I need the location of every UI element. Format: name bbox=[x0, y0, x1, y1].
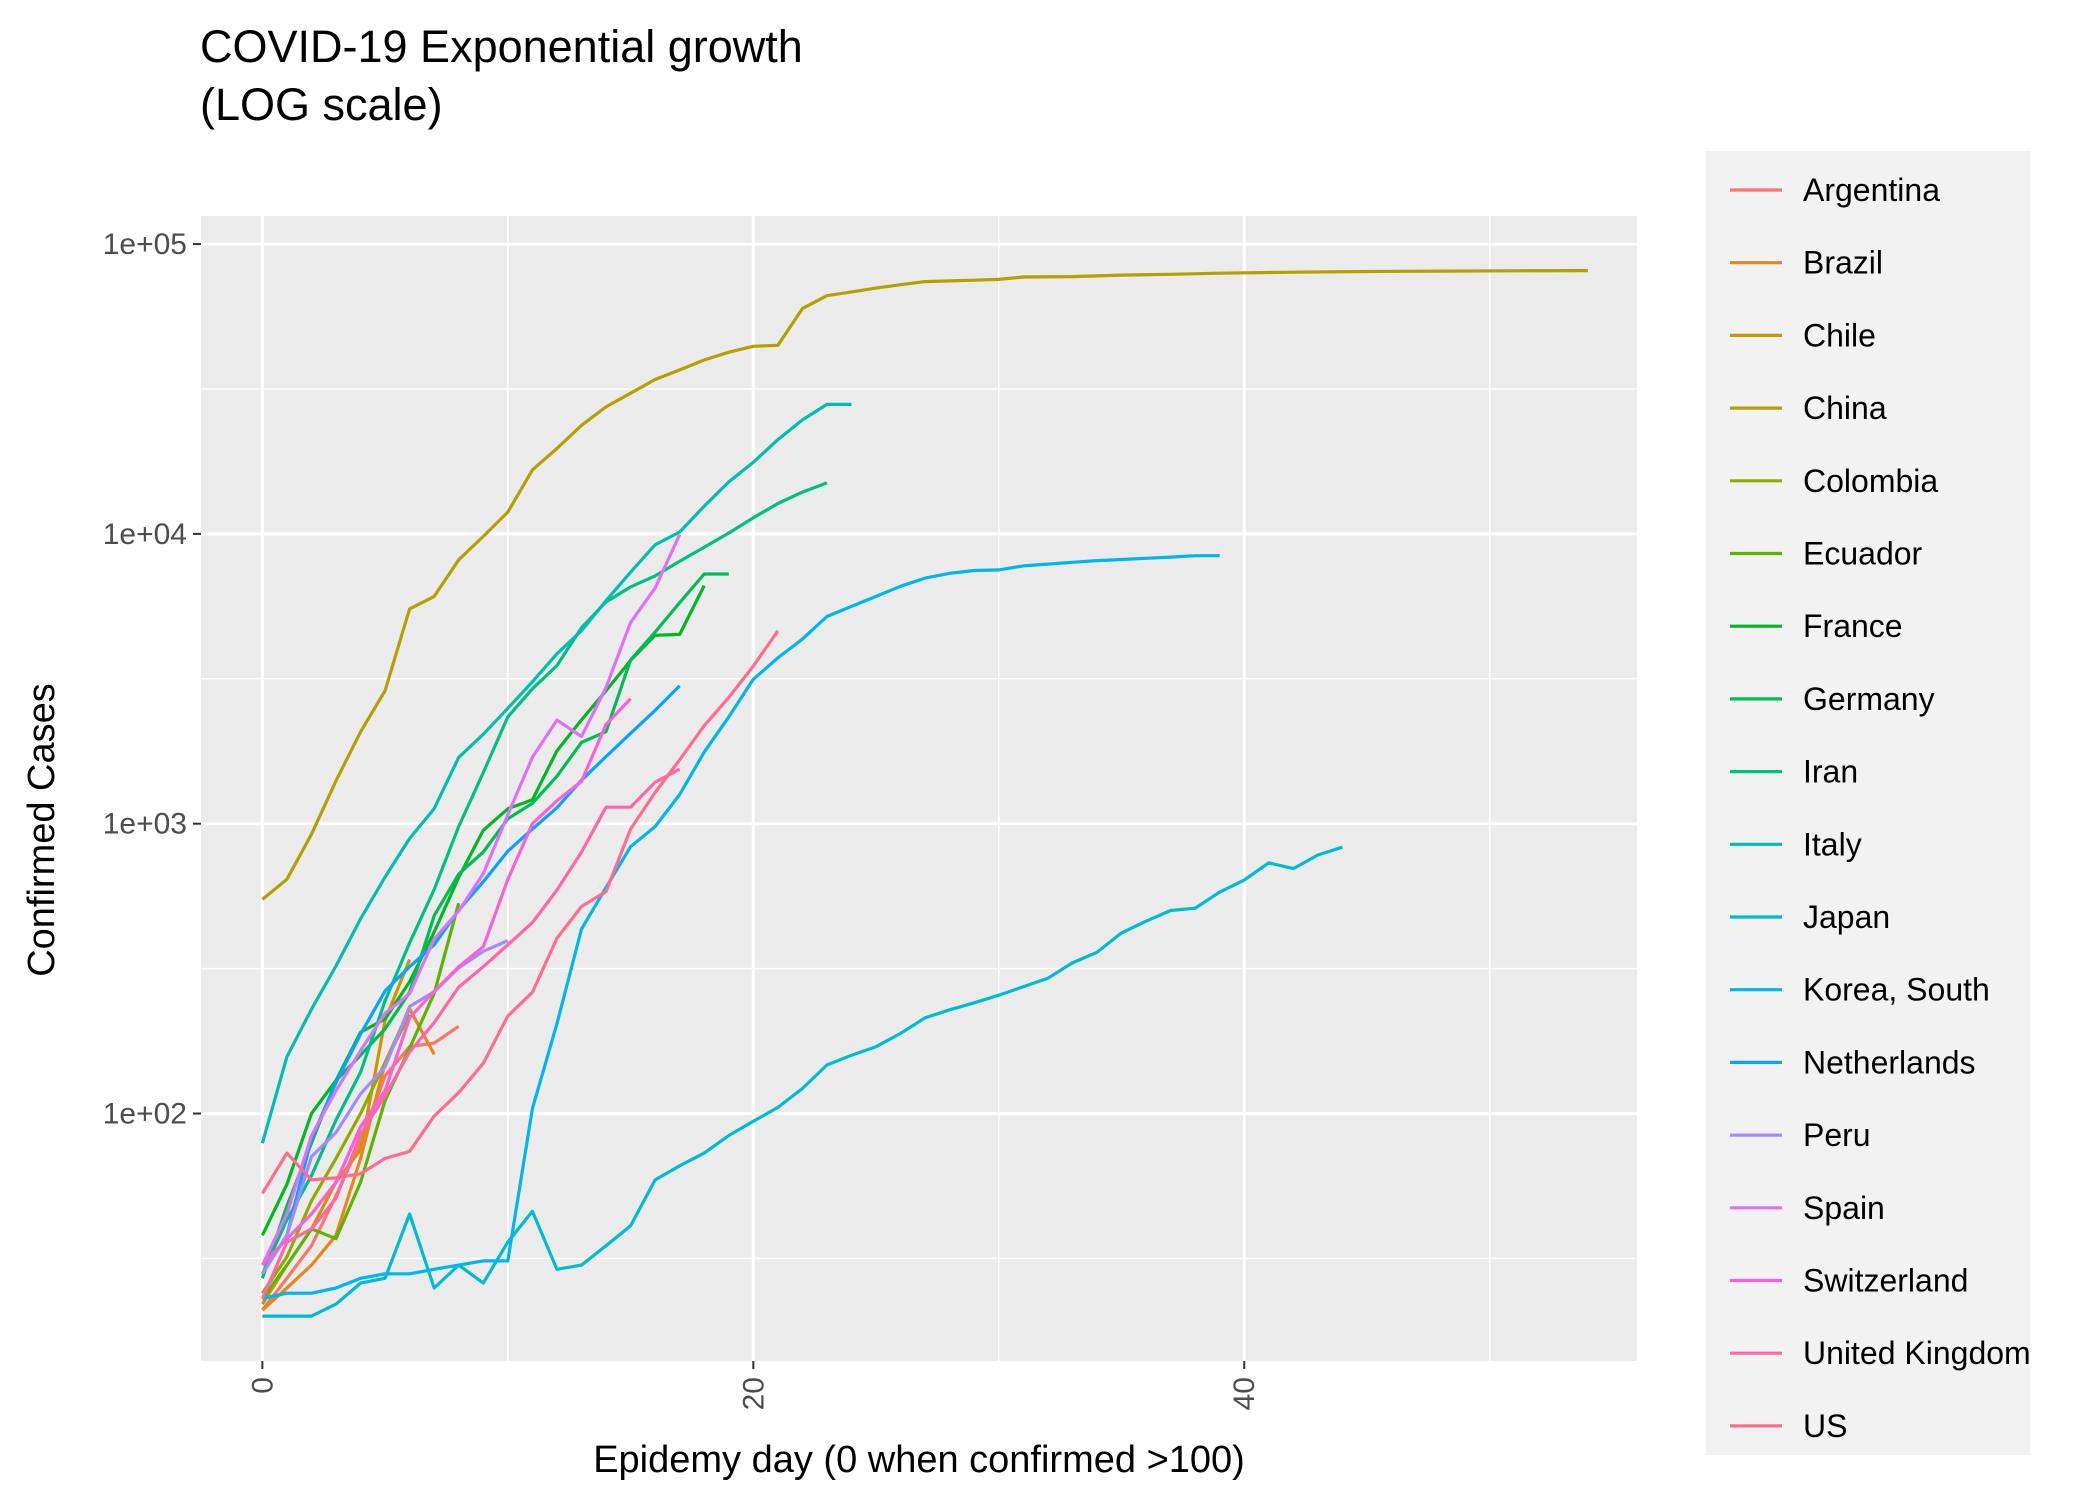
series-line-spain bbox=[260, 533, 682, 1266]
y-tick-label: 1e+04 bbox=[103, 518, 187, 551]
legend-label: Colombia bbox=[1803, 463, 1938, 499]
legend-label: Ecuador bbox=[1803, 536, 1923, 572]
series-line-united-kingdom bbox=[260, 767, 681, 1300]
y-tick-label: 1e+02 bbox=[103, 1098, 187, 1131]
legend-label: Switzerland bbox=[1803, 1263, 1968, 1299]
series-line-japan bbox=[262, 845, 1343, 1318]
x-tick-label: 20 bbox=[737, 1377, 770, 1410]
plot-panel bbox=[201, 216, 1637, 1361]
x-axis-title: Epidemy day (0 when confirmed >100) bbox=[593, 1439, 1245, 1481]
legend-label: US bbox=[1803, 1408, 1847, 1444]
legend-label: Brazil bbox=[1803, 245, 1883, 281]
legend-label: Iran bbox=[1803, 754, 1858, 790]
legend-label: China bbox=[1803, 390, 1887, 426]
legend-label: United Kingdom bbox=[1803, 1335, 2031, 1371]
chart-title: COVID-19 Exponential growth bbox=[200, 21, 803, 72]
legend-box bbox=[1706, 151, 2030, 1455]
legend-label: Netherlands bbox=[1803, 1044, 1976, 1080]
series-line-italy bbox=[260, 402, 852, 1144]
legend-label: France bbox=[1803, 608, 1903, 644]
x-axis: 0 20 40 bbox=[246, 1361, 1261, 1410]
series-line-colombia bbox=[261, 1013, 412, 1295]
major-gridlines bbox=[201, 216, 1637, 1361]
y-axis-title: Confirmed Cases bbox=[21, 683, 63, 977]
series-line-korea-south bbox=[262, 554, 1220, 1301]
legend-label: Italy bbox=[1803, 826, 1862, 862]
legend-label: Japan bbox=[1803, 899, 1890, 935]
y-tick-label: 1e+03 bbox=[103, 808, 187, 841]
legend-label: Korea, South bbox=[1803, 972, 1990, 1008]
y-axis: 1e+02 1e+03 1e+04 1e+05 bbox=[103, 228, 201, 1131]
legend-label: Peru bbox=[1803, 1117, 1871, 1153]
series-line-iran bbox=[260, 481, 828, 1275]
legend: Argentina Brazil Chile China Colombia Ecuador… bbox=[1730, 172, 2031, 1444]
y-tick-label: 1e+05 bbox=[103, 228, 187, 261]
x-tick-label: 40 bbox=[1228, 1377, 1261, 1410]
legend-label: Chile bbox=[1803, 317, 1876, 353]
series-line-china bbox=[261, 269, 1588, 901]
series-line-peru bbox=[261, 939, 509, 1275]
legend-label: Germany bbox=[1803, 681, 1935, 717]
series-line-us bbox=[261, 629, 780, 1195]
legend-label: Argentina bbox=[1803, 172, 1940, 208]
series-line-netherlands bbox=[261, 684, 681, 1275]
x-tick-label: 0 bbox=[246, 1377, 279, 1394]
series-lines bbox=[260, 269, 1588, 1318]
series-line-switzerland bbox=[261, 697, 632, 1267]
chart-subtitle: (LOG scale) bbox=[200, 79, 443, 130]
legend-label: Spain bbox=[1803, 1190, 1885, 1226]
series-line-ecuador bbox=[261, 902, 461, 1300]
